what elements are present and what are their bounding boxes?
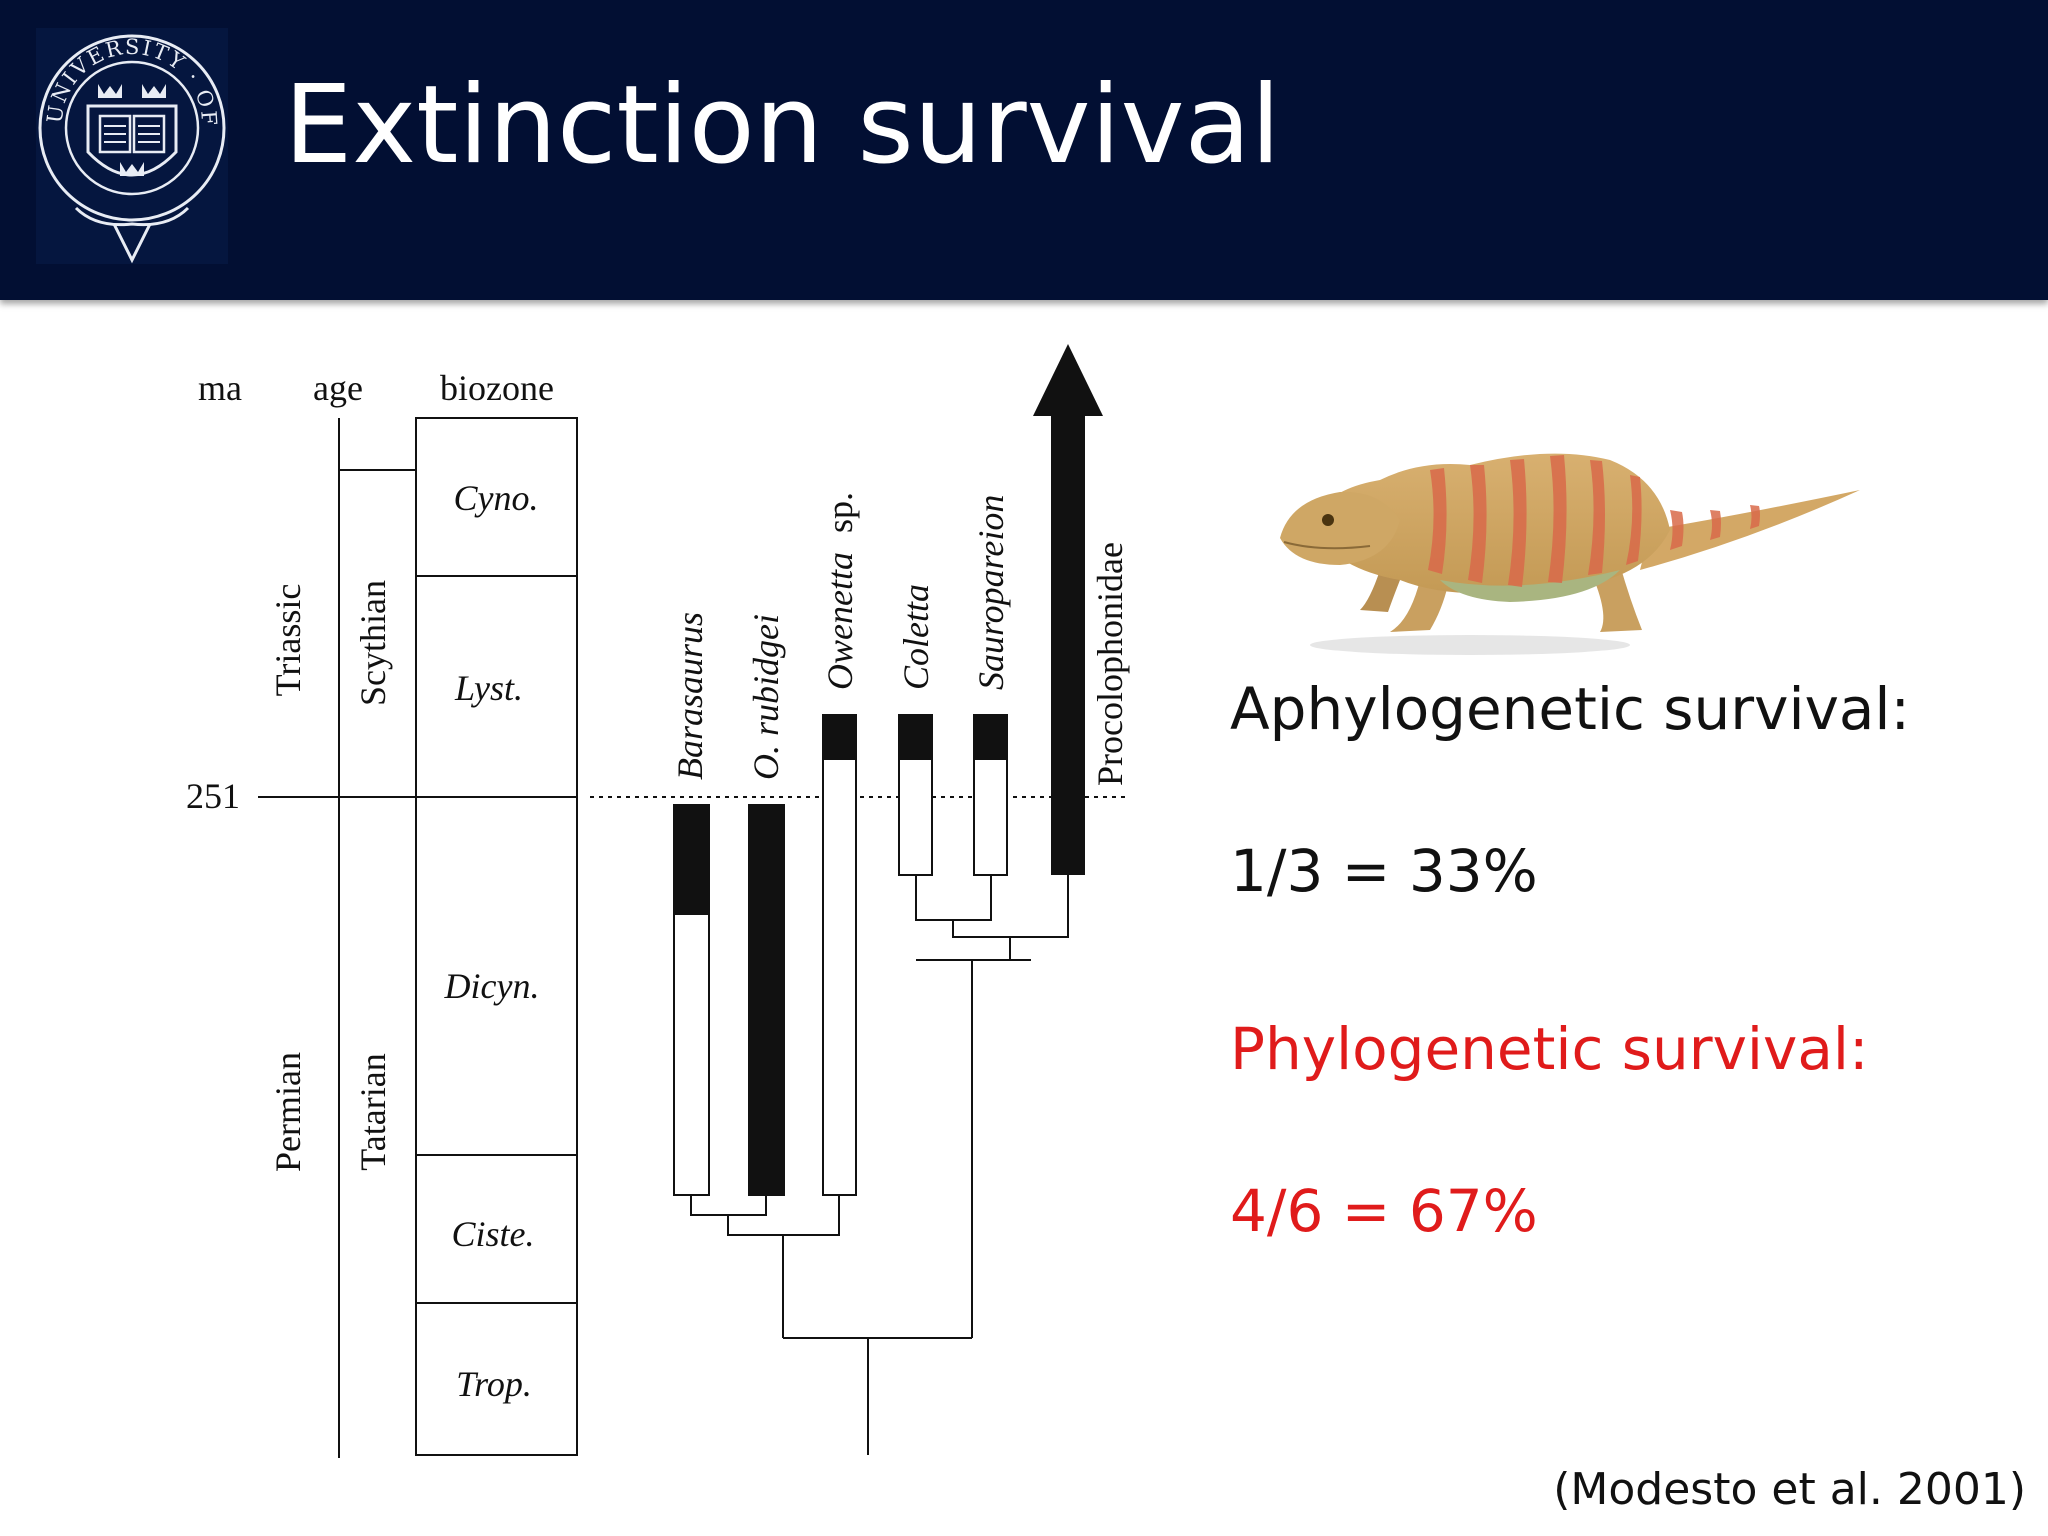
header-ma: ma bbox=[198, 368, 242, 408]
taxon-owenetta: Owenetta bbox=[820, 552, 860, 690]
slide-header: UNIVERSITY · OF · OXFORD Extinction surv… bbox=[0, 0, 2048, 300]
biozone-trop: Trop. bbox=[456, 1364, 532, 1404]
taxon-owenetta-sp: sp. bbox=[820, 492, 860, 533]
range-bar-owenetta-ghost bbox=[823, 715, 856, 760]
biozone-column bbox=[415, 417, 578, 1456]
age-tatarian: Tatarian bbox=[353, 1053, 393, 1170]
phylogenetic-label: Phylogenetic survival: bbox=[1230, 1015, 1869, 1083]
header-biozone: biozone bbox=[440, 368, 554, 408]
taxon-sauropareion: Sauropareion bbox=[971, 495, 1011, 690]
header-age: age bbox=[313, 368, 363, 408]
cladogram-lines bbox=[690, 875, 1069, 1455]
biozone-cyno: Cyno. bbox=[454, 478, 539, 518]
biozone-dicyn: Dicyn. bbox=[444, 966, 540, 1006]
stratigraphy-phylogeny-diagram: ma age biozone Cyno. Lyst. Dicyn. Ciste.… bbox=[186, 344, 1130, 1458]
range-bar-procolophonidae bbox=[1051, 410, 1085, 875]
range-arrow-procolophonidae bbox=[1033, 344, 1103, 416]
range-bar-sauropareion-ghost bbox=[974, 715, 1007, 760]
boundary-251-label: 251 bbox=[186, 776, 240, 816]
phylogenetic-value: 4/6 = 67% bbox=[1230, 1177, 1538, 1245]
range-bar-owenetta bbox=[822, 714, 857, 1196]
range-bar-o-rubidgei bbox=[748, 804, 785, 1196]
taxon-coletta: Coletta bbox=[896, 584, 936, 690]
range-bar-coletta-ghost bbox=[899, 715, 932, 760]
citation: (Modesto et al. 2001) bbox=[1553, 1464, 2026, 1515]
aphylogenetic-label: Aphylogenetic survival: bbox=[1230, 675, 1911, 743]
procolophonid-lizard-icon bbox=[1280, 453, 1860, 655]
period-triassic: Triassic bbox=[268, 584, 308, 697]
aphylogenetic-value: 1/3 = 33% bbox=[1230, 837, 1538, 905]
biozone-ciste: Ciste. bbox=[451, 1214, 534, 1254]
age-scythian: Scythian bbox=[353, 580, 393, 706]
oxford-crest-icon: UNIVERSITY · OF · OXFORD bbox=[36, 28, 228, 264]
taxon-procolophonidae: Procolophonidae bbox=[1090, 542, 1130, 786]
taxon-owenetta-label: Owenetta sp. bbox=[820, 492, 860, 690]
period-permian: Permian bbox=[268, 1052, 308, 1172]
range-bar-barasaurus-ghost bbox=[674, 805, 709, 915]
slide-title: Extinction survival bbox=[284, 63, 1281, 188]
biozone-lyst: Lyst. bbox=[454, 668, 523, 708]
taxon-o-rubidgei: O. rubidgei bbox=[746, 614, 786, 780]
taxon-barasaurus: Barasaurus bbox=[670, 612, 710, 780]
